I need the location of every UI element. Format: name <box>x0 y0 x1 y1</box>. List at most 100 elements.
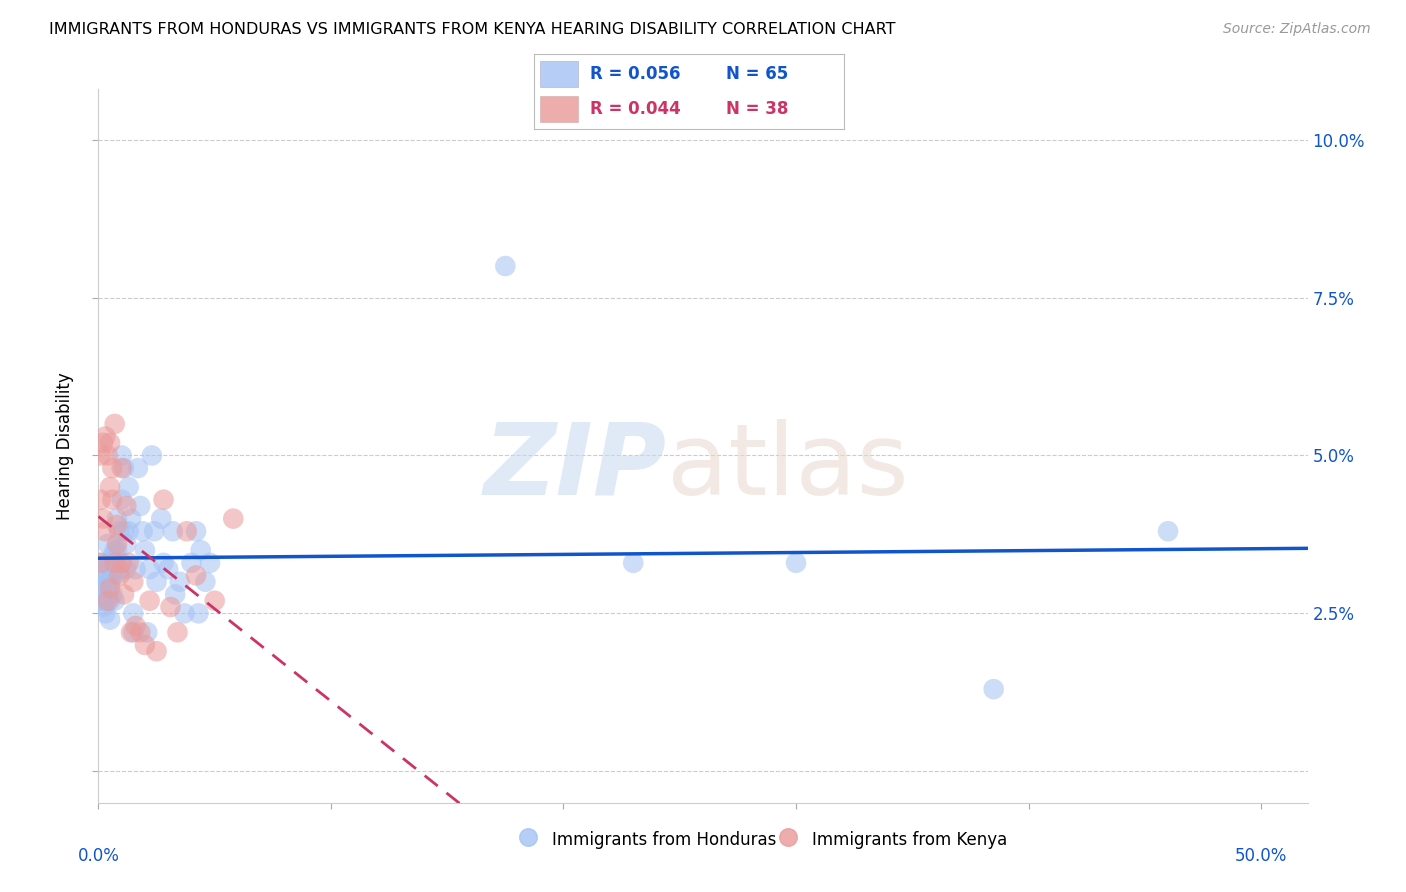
Point <box>184 524 207 539</box>
Point <box>104 568 127 582</box>
Point <box>124 619 146 633</box>
Point <box>166 625 188 640</box>
Point <box>150 511 173 525</box>
Point <box>145 574 167 589</box>
Point <box>187 607 209 621</box>
Point <box>111 556 134 570</box>
Point <box>108 524 131 539</box>
Point <box>176 524 198 539</box>
Point <box>145 644 167 658</box>
Point <box>122 625 145 640</box>
Point <box>108 568 131 582</box>
Point <box>134 543 156 558</box>
Point <box>97 449 120 463</box>
Point <box>127 461 149 475</box>
Point <box>118 556 141 570</box>
Point <box>138 562 160 576</box>
Point <box>108 562 131 576</box>
Point <box>90 593 112 607</box>
Text: Source: ZipAtlas.com: Source: ZipAtlas.com <box>1223 22 1371 37</box>
Point <box>190 543 212 558</box>
Point <box>162 524 184 539</box>
Point <box>104 417 127 431</box>
Point <box>91 435 114 450</box>
Point <box>97 574 120 589</box>
Text: R = 0.044: R = 0.044 <box>591 100 681 118</box>
Point <box>94 524 117 539</box>
Point <box>101 568 124 582</box>
Point <box>143 524 166 539</box>
Point <box>90 556 112 570</box>
Point <box>91 511 114 525</box>
Point <box>90 556 112 570</box>
Point <box>98 435 121 450</box>
Point <box>141 449 163 463</box>
Point <box>112 587 135 601</box>
Point <box>97 593 120 607</box>
Point <box>91 600 114 615</box>
Point <box>105 537 128 551</box>
Point <box>91 587 114 601</box>
Point <box>105 511 128 525</box>
Point <box>194 574 217 589</box>
Text: ZIP: ZIP <box>484 419 666 516</box>
Text: Immigrants from Honduras: Immigrants from Honduras <box>551 831 776 849</box>
Text: IMMIGRANTS FROM HONDURAS VS IMMIGRANTS FROM KENYA HEARING DISABILITY CORRELATION: IMMIGRANTS FROM HONDURAS VS IMMIGRANTS F… <box>49 22 896 37</box>
Bar <box>540 96 578 122</box>
Point <box>97 537 120 551</box>
Point <box>94 562 117 576</box>
Point <box>134 638 156 652</box>
Point <box>111 492 134 507</box>
Point <box>198 556 221 570</box>
Point <box>97 556 120 570</box>
Point <box>94 581 117 595</box>
Point <box>91 568 114 582</box>
Point <box>129 499 152 513</box>
Bar <box>540 62 578 87</box>
Point <box>105 517 128 532</box>
Text: Immigrants from Kenya: Immigrants from Kenya <box>811 831 1007 849</box>
Point <box>494 259 516 273</box>
Point <box>152 556 174 570</box>
Point <box>94 607 117 621</box>
Point <box>138 593 160 607</box>
Y-axis label: Hearing Disability: Hearing Disability <box>56 372 75 520</box>
Point <box>165 587 187 601</box>
Text: N = 65: N = 65 <box>725 65 789 83</box>
Point <box>122 574 145 589</box>
Point <box>90 574 112 589</box>
Point <box>104 593 127 607</box>
Point <box>101 461 124 475</box>
Point <box>112 461 135 475</box>
Point <box>184 568 207 582</box>
Point <box>157 562 180 576</box>
Point <box>169 574 191 589</box>
Point <box>152 492 174 507</box>
Text: R = 0.056: R = 0.056 <box>591 65 681 83</box>
Point <box>115 562 138 576</box>
Point <box>98 593 121 607</box>
Point <box>90 449 112 463</box>
Point <box>98 574 121 589</box>
Point <box>118 524 141 539</box>
Point <box>131 524 153 539</box>
Point <box>111 461 134 475</box>
Point <box>98 480 121 494</box>
Text: N = 38: N = 38 <box>725 100 789 118</box>
Point <box>118 480 141 494</box>
Point <box>98 613 121 627</box>
Point <box>104 556 127 570</box>
Point <box>101 492 124 507</box>
Point <box>101 549 124 564</box>
Point <box>98 581 121 595</box>
Point <box>115 499 138 513</box>
Text: 50.0%: 50.0% <box>1234 847 1288 865</box>
Point <box>204 593 226 607</box>
Point <box>105 543 128 558</box>
Point <box>112 524 135 539</box>
Point <box>621 556 644 570</box>
Point <box>104 543 127 558</box>
Point <box>115 537 138 551</box>
Point <box>129 625 152 640</box>
Point <box>111 449 134 463</box>
